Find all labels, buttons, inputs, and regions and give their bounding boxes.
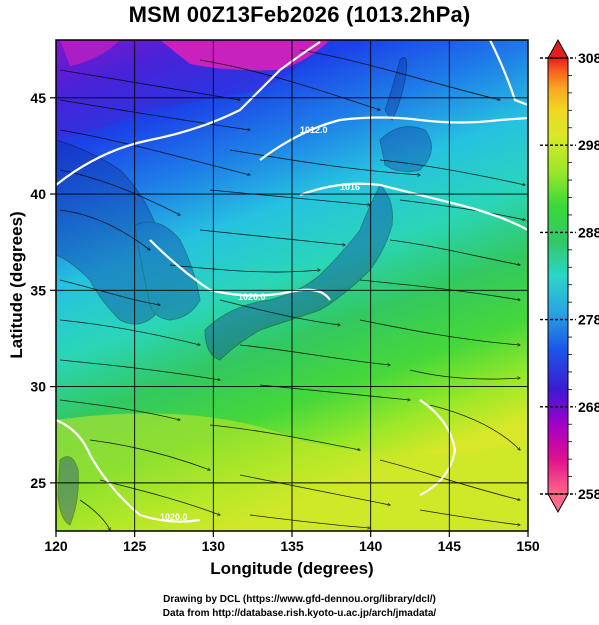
x-tick-label-150: 150 [516,538,540,554]
y-tick-label-35: 35 [30,282,46,298]
contour-labels: 1012.0 1016 1020.0 1020.0 [160,125,360,522]
colorbar-scale [547,57,569,495]
y-axis: 25 30 35 40 45 [30,90,56,491]
map-title: MSM 00Z13Feb2026 (1013.2hPa) [128,2,471,27]
contour-label-1020-south: 1020.0 [160,512,188,522]
x-tick-label-125: 125 [123,538,147,554]
pressure-contours [56,40,528,523]
credits-data-source: Data from http://database.rish.kyoto-u.a… [162,608,437,619]
y-tick-label-30: 30 [30,379,46,395]
korean-peninsula [134,221,201,321]
colorbar-ticks: 308 298 288 278 268 258 [540,50,599,502]
x-axis: 120 125 130 135 140 145 150 [44,531,540,554]
china-coast [56,139,161,325]
colorbar-label-288: 288 [578,224,599,240]
y-tick-label-25: 25 [30,475,46,491]
sakhalin [384,57,408,121]
colorbar-label-308: 308 [578,50,599,66]
honshu [204,184,393,361]
coastlines [56,57,432,526]
contour-1012-west [56,41,321,186]
colorbar-max-arrow [547,38,569,59]
contour-1012-east [259,116,528,161]
colorbar-label-298: 298 [578,137,599,153]
colorbar-label-268: 268 [578,399,599,415]
x-tick-label-120: 120 [44,538,68,554]
x-tick-label-140: 140 [359,538,383,554]
x-tick-label-130: 130 [202,538,226,554]
contour-1008-ne [489,40,528,107]
contour-1020-south [56,418,201,523]
taiwan [57,456,79,526]
contour-label-1016: 1016 [340,182,360,192]
x-axis-title: Longitude (degrees) [210,559,373,578]
x-tick-label-135: 135 [280,538,304,554]
credits: Drawing by DCL (https://www.gfd-dennou.o… [0,593,599,621]
contour-label-1012: 1012.0 [300,125,328,135]
hokkaido [379,126,432,173]
contour-1020-se [419,399,457,496]
streamlines [59,49,525,530]
map-plot-area: 1012.0 1016 1020.0 1020.0 [55,39,529,532]
credits-drawing: Drawing by DCL (https://www.gfd-dennou.o… [163,594,436,605]
x-tick-label-145: 145 [438,538,462,554]
colorbar: 308 298 288 278 268 258 [540,38,599,514]
very-cold-region [160,40,330,71]
y-axis-title: Latitude (degrees) [7,211,26,358]
y-tick-label-45: 45 [30,90,46,106]
colorbar-label-278: 278 [578,312,599,328]
very-cold-region-west [60,40,120,66]
y-tick-label-40: 40 [30,186,46,202]
colorbar-label-258: 258 [578,486,599,502]
lat-lon-grid [56,40,528,531]
contour-label-1020: 1020.0 [238,292,266,302]
colorbar-min-arrow [547,493,569,514]
